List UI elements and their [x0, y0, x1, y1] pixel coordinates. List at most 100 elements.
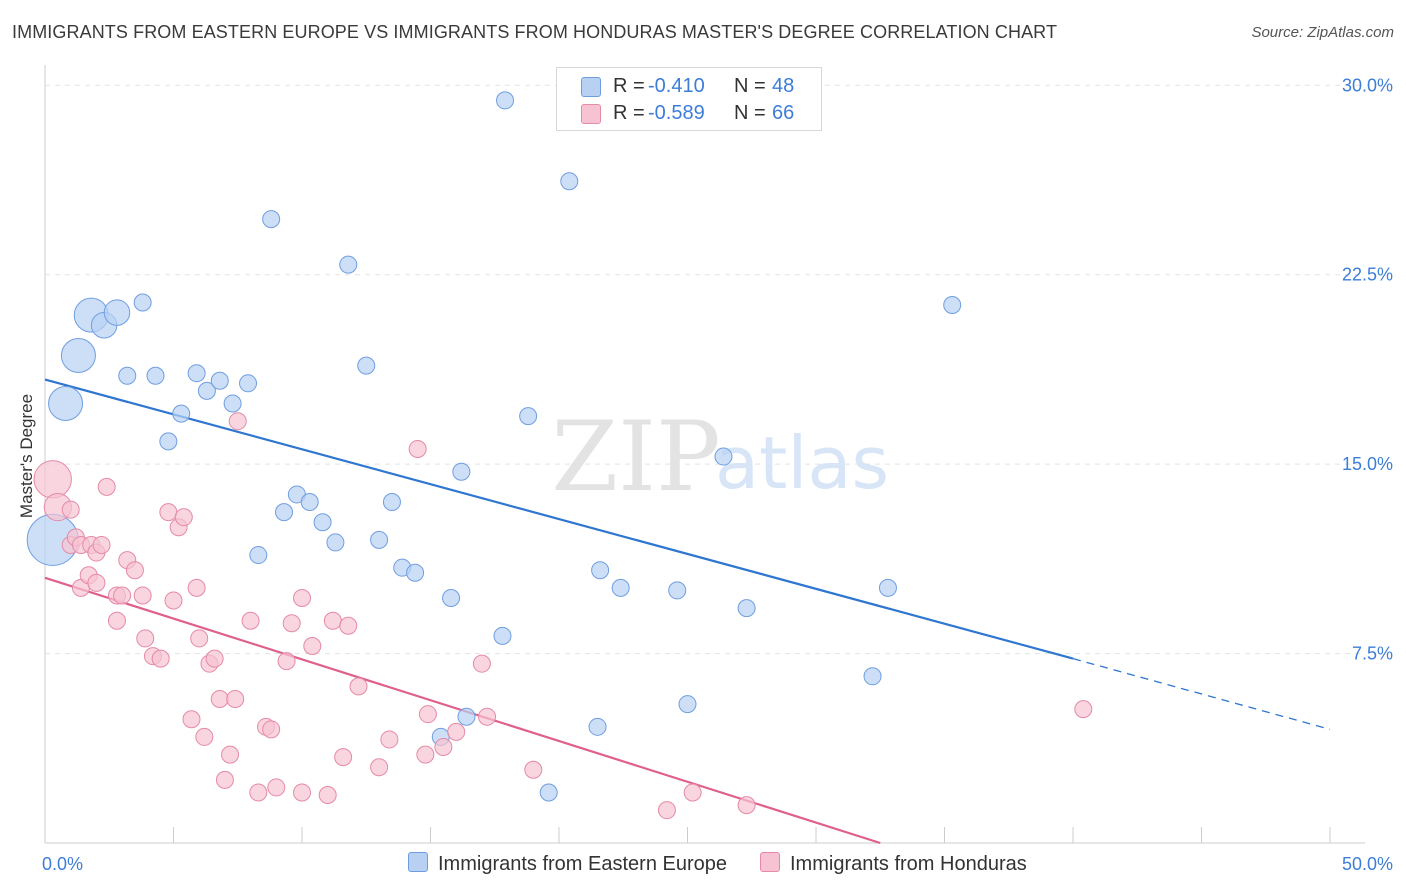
point-series-0-24	[357, 356, 376, 375]
point-series-0-23	[339, 255, 358, 274]
point-series-0-2	[60, 338, 96, 374]
point-series-1-54	[408, 439, 427, 458]
point-series-1-48	[323, 611, 342, 630]
point-series-1-28	[190, 629, 209, 648]
legend-row-eastern-europe: R = -0.410 N = 48	[557, 74, 821, 100]
y-tick-label-1: 15.0%	[1342, 454, 1393, 474]
legend-n-label: N =	[734, 102, 766, 124]
point-series-1-36	[228, 412, 247, 431]
point-series-1-11	[92, 535, 111, 554]
point-series-1-33	[215, 770, 234, 789]
point-series-0-26	[382, 493, 401, 512]
point-series-0-18	[275, 503, 294, 522]
legend-n-value: 66	[772, 102, 795, 124]
point-series-0-7	[133, 293, 152, 312]
legend-swatch-blue	[581, 77, 601, 97]
stats-legend: R = -0.410 N = 48 R = -0.589 N = 66	[556, 67, 822, 131]
point-series-1-35	[226, 690, 245, 709]
point-series-0-43	[714, 447, 733, 466]
point-series-1-25	[174, 508, 193, 527]
point-series-1-58	[447, 722, 466, 741]
point-series-0-46	[878, 578, 897, 597]
point-series-1-50	[339, 616, 358, 635]
point-series-0-39	[588, 717, 607, 736]
x-tick-label-max: 50.0%	[1342, 854, 1393, 874]
point-series-1-40	[262, 720, 281, 739]
bottom-legend-eastern-europe: Immigrants from Eastern Europe	[408, 852, 727, 876]
point-series-0-22	[326, 533, 345, 552]
point-series-0-31	[457, 707, 476, 726]
point-series-0-44	[737, 599, 756, 618]
point-series-1-17	[125, 561, 144, 580]
point-series-0-13	[210, 371, 229, 390]
point-series-0-41	[668, 581, 687, 600]
legend-r-label: R =	[613, 75, 645, 97]
point-series-1-59	[472, 654, 491, 673]
point-series-0-17	[262, 210, 281, 229]
point-series-1-38	[249, 783, 268, 802]
point-series-1-14	[107, 611, 126, 630]
point-series-1-34	[221, 745, 240, 764]
point-series-1-52	[370, 758, 389, 777]
trend-line-extension-series-0	[1072, 657, 1331, 730]
point-series-1-37	[241, 611, 260, 630]
point-series-0-16	[249, 546, 268, 565]
point-series-0-5	[103, 299, 131, 326]
point-series-0-14	[223, 394, 242, 413]
point-series-0-30	[452, 462, 471, 481]
point-series-1-55	[416, 745, 435, 764]
watermark-zip: ZIP	[551, 401, 720, 513]
point-series-0-15	[239, 374, 258, 393]
y-tick-label-2: 22.5%	[1342, 265, 1393, 285]
point-series-0-1	[48, 386, 84, 422]
y-axis-label: Master's Degree	[17, 394, 36, 518]
point-series-0-6	[118, 366, 137, 385]
point-series-0-8	[146, 366, 165, 385]
point-series-0-11	[187, 364, 206, 383]
y-tick-label-0: 7.5%	[1352, 644, 1393, 664]
point-series-1-22	[159, 503, 178, 522]
point-series-1-21	[151, 649, 170, 668]
point-series-1-27	[187, 578, 206, 597]
tick-labels: 7.5% 15.0% 22.5% 30.0% 0.0% 50.0%	[42, 75, 1393, 874]
point-series-1-19	[136, 629, 155, 648]
point-series-1-49	[334, 748, 353, 767]
point-series-1-45	[293, 588, 311, 607]
point-series-0-29	[442, 588, 461, 607]
point-series-0-38	[591, 561, 610, 580]
legend-swatch-pink	[581, 104, 601, 124]
point-series-1-12	[97, 477, 116, 496]
point-series-0-42	[678, 695, 697, 714]
point-series-0-47	[943, 296, 962, 315]
watermark-atlas: atlas	[715, 421, 889, 505]
point-series-0-12	[197, 381, 216, 400]
point-series-0-45	[863, 667, 882, 686]
legend-r-value: -0.410	[648, 75, 705, 97]
point-series-0-33	[496, 91, 515, 110]
point-series-1-61	[524, 760, 543, 779]
point-series-0-37	[560, 172, 579, 191]
legend-r-value: -0.589	[648, 102, 705, 124]
point-series-1-31	[205, 649, 224, 668]
point-series-0-32	[493, 626, 512, 645]
source-credit: Source: ZipAtlas.com	[1251, 24, 1394, 41]
bottom-legend-label: Immigrants from Honduras	[790, 853, 1027, 875]
point-series-1-42	[277, 652, 296, 671]
point-series-0-40	[611, 578, 630, 597]
point-series-0-20	[300, 493, 319, 512]
point-series-1-65	[1074, 700, 1093, 719]
point-series-1-46	[303, 636, 322, 655]
point-series-1-29	[195, 727, 214, 746]
point-series-1-43	[282, 614, 301, 633]
point-series-1-23	[164, 591, 183, 610]
data-points	[26, 91, 1093, 820]
point-series-1-15	[113, 586, 132, 605]
point-series-1-51	[349, 677, 368, 696]
legend-n-label: N =	[734, 75, 766, 97]
y-tick-label-3: 30.0%	[1342, 75, 1393, 95]
point-series-1-62	[657, 801, 676, 820]
legend-r-label: R =	[613, 102, 645, 124]
point-series-0-25	[370, 530, 389, 549]
axes	[44, 65, 1365, 844]
